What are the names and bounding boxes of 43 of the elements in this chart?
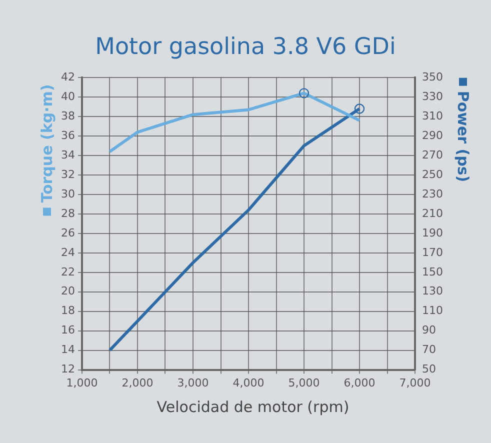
y-tick-label: 26 bbox=[60, 226, 75, 240]
y-tick-label: 40 bbox=[60, 90, 75, 103]
x-tick-label: 3,000 bbox=[177, 376, 209, 390]
y2-tick-label: 70 bbox=[422, 343, 436, 356]
y2-tick-label: 310 bbox=[422, 109, 444, 122]
y2-axis-title: Power (ps) bbox=[454, 90, 472, 182]
y-tick-label: 18 bbox=[60, 304, 75, 318]
y2-tick-label: 350 bbox=[422, 70, 444, 84]
y-tick-label: 16 bbox=[60, 324, 75, 337]
x-tick-label: 6,000 bbox=[344, 376, 376, 390]
x-tick-label: 7,000 bbox=[399, 376, 431, 390]
y2-tick-label: 110 bbox=[422, 304, 444, 318]
y2-tick-label: 130 bbox=[422, 284, 444, 298]
y-tick-label: 14 bbox=[60, 343, 75, 356]
y2-tick-label: 270 bbox=[422, 148, 444, 162]
y2-tick-label: 330 bbox=[422, 90, 444, 103]
y-tick-label: 42 bbox=[60, 70, 75, 84]
x-axis-title: Velocidad de motor (rpm) bbox=[156, 398, 350, 416]
y-tick-label: 32 bbox=[60, 168, 75, 181]
y-tick-label: 28 bbox=[60, 206, 75, 220]
y2-tick-label: 50 bbox=[422, 362, 436, 376]
y-tick-label: 38 bbox=[60, 109, 75, 122]
y2-tick-label: 290 bbox=[422, 128, 444, 142]
y-axis-title: Torque (kg·m) bbox=[38, 84, 56, 203]
y-tick-label: 22 bbox=[60, 265, 75, 278]
y-tick-label: 12 bbox=[60, 362, 75, 376]
x-tick-label: 4,000 bbox=[232, 376, 264, 390]
y2-tick-label: 250 bbox=[422, 168, 444, 181]
y2-tick-label: 190 bbox=[422, 226, 444, 240]
y2-tick-label: 230 bbox=[422, 187, 444, 200]
y2-tick-label: 90 bbox=[422, 324, 436, 337]
y2-tick-label: 210 bbox=[422, 206, 444, 220]
y2-tick-label: 170 bbox=[422, 246, 444, 259]
x-tick-label: 5,000 bbox=[288, 376, 320, 390]
x-tick-label: 1,000 bbox=[66, 376, 98, 390]
x-tick-label: 2,000 bbox=[122, 376, 154, 390]
y-tick-label: 30 bbox=[60, 187, 75, 200]
chart-title: Motor gasolina 3.8 V6 GDi bbox=[94, 34, 397, 60]
y-tick-label: 34 bbox=[60, 148, 75, 162]
y-tick-label: 24 bbox=[60, 246, 75, 259]
y2-tick-label: 150 bbox=[422, 265, 444, 278]
y-tick-label: 36 bbox=[60, 128, 75, 142]
y-tick-label: 20 bbox=[60, 284, 75, 298]
